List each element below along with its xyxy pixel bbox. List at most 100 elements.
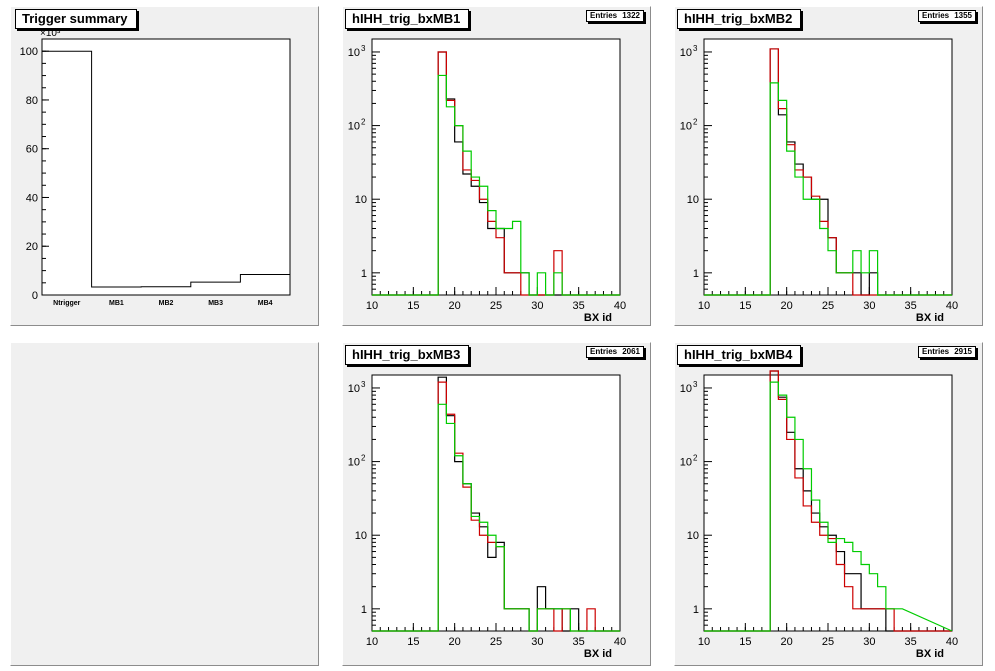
x-category-label: MB2 — [159, 300, 174, 307]
x-tick-label: 10 — [698, 636, 710, 648]
y-tick-label: 60 — [26, 144, 38, 156]
y-tick-label: 10 — [680, 121, 692, 133]
x-tick-label: 30 — [863, 300, 875, 312]
y-tick-label: 1 — [693, 604, 699, 616]
entries-label: Entries — [922, 347, 950, 356]
x-tick-label: 10 — [698, 300, 710, 312]
entries-label: Entries — [922, 11, 950, 20]
y-tick-exponent: 2 — [361, 118, 366, 127]
histogram-pad-mb4: 1 10 10 2 10 3 10 15 20 25 30 35 40 BX id hIHH_trig_b… — [674, 342, 983, 666]
histogram-title-mb4: hIHH_trig_bxMB4 — [677, 345, 802, 365]
x-tick-label: 25 — [822, 636, 834, 648]
stats-box-mb4: Entries 2915 — [918, 346, 976, 358]
x-tick-label: 35 — [905, 300, 917, 312]
x-tick-label: 30 — [531, 300, 543, 312]
x-axis-label: BX id — [584, 648, 612, 660]
y-tick-label: 1 — [361, 268, 367, 280]
y-tick-exponent: 3 — [693, 380, 698, 389]
x-axis-label: BX id — [584, 312, 612, 324]
y-tick-label: 10 — [348, 121, 360, 133]
y-tick-label: 10 — [348, 47, 360, 59]
x-axis-label: BX id — [916, 648, 944, 660]
y-tick-label: 10 — [348, 383, 360, 395]
y-tick-label: 10 — [680, 383, 692, 395]
y-tick-exponent: 3 — [361, 44, 366, 53]
x-tick-label: 40 — [614, 300, 626, 312]
stats-box-mb1: Entries 1322 — [586, 10, 644, 22]
y-tick-exponent: 2 — [693, 454, 698, 463]
y-tick-exponent: 2 — [693, 118, 698, 127]
entries-value: 1355 — [954, 11, 972, 20]
entries-value: 2061 — [622, 347, 640, 356]
histogram-title-mb3: hIHH_trig_bxMB3 — [345, 345, 470, 365]
x-tick-label: 20 — [781, 300, 793, 312]
stats-box-mb2: Entries 1355 — [918, 10, 976, 22]
histogram-pad-mb1: 1 10 10 2 10 3 10 15 20 25 30 35 40 BX id hIHH_trig_b… — [342, 6, 651, 326]
x-tick-label: 35 — [573, 300, 585, 312]
y-tick-label: 1 — [693, 268, 699, 280]
x-axis-label: BX id — [916, 312, 944, 324]
x-tick-label: 15 — [739, 300, 751, 312]
x-tick-label: 40 — [946, 636, 958, 648]
y-tick-label: 10 — [355, 530, 367, 542]
y-tick-label: 10 — [680, 47, 692, 59]
histogram-pad-mb2: 1 10 10 2 10 3 10 15 20 25 30 35 40 BX id hIHH_trig_b… — [674, 6, 983, 326]
series-line-red — [704, 48, 952, 296]
x-tick-label: 30 — [531, 636, 543, 648]
entries-label: Entries — [590, 347, 618, 356]
plot-frame — [703, 38, 953, 296]
x-tick-label: 25 — [822, 300, 834, 312]
x-tick-label: 20 — [449, 300, 461, 312]
y-tick-label: 10 — [355, 194, 367, 206]
x-tick-label: 15 — [739, 636, 751, 648]
bar-outline — [41, 50, 291, 295]
x-tick-label: 15 — [407, 300, 419, 312]
x-tick-label: 35 — [905, 636, 917, 648]
y-exponent-label: ×10³ — [40, 28, 61, 39]
y-tick-label: 1 — [361, 604, 367, 616]
x-tick-label: 20 — [781, 636, 793, 648]
x-tick-label: 25 — [490, 300, 502, 312]
x-tick-label: 20 — [449, 636, 461, 648]
y-tick-label: 10 — [680, 457, 692, 469]
x-tick-label: 30 — [863, 636, 875, 648]
summary-title: Trigger summary — [15, 9, 137, 29]
y-tick-exponent: 2 — [361, 454, 366, 463]
y-tick-label: 20 — [26, 241, 38, 253]
plot-frame — [371, 38, 621, 296]
entries-label: Entries — [590, 11, 618, 20]
y-tick-exponent: 3 — [693, 44, 698, 53]
x-tick-label: 10 — [366, 300, 378, 312]
y-tick-label: 10 — [348, 457, 360, 469]
histogram-title-mb2: hIHH_trig_bxMB2 — [677, 9, 802, 29]
y-tick-exponent: 3 — [361, 380, 366, 389]
x-category-label: Ntrigger — [53, 300, 81, 307]
y-tick-label: 10 — [687, 194, 699, 206]
series-line-green — [704, 82, 952, 296]
series-line-green — [372, 403, 620, 632]
histogram-title-mb1: hIHH_trig_bxMB1 — [345, 9, 470, 29]
y-tick-label: 80 — [26, 95, 38, 107]
y-tick-label: 10 — [687, 530, 699, 542]
entries-value: 2915 — [954, 347, 972, 356]
summary-pad: 0 20 40 60 80 100 ×10³ Ntrigger MB1 MB2 MB3 MB4 Tri… — [10, 6, 319, 326]
x-tick-label: 15 — [407, 636, 419, 648]
plot-frame — [371, 374, 621, 632]
x-category-label: MB3 — [208, 300, 223, 307]
plot-frame — [703, 374, 953, 632]
x-tick-label: 10 — [366, 636, 378, 648]
summary-plot: 0 20 40 60 80 100×10³ Ntrigger MB1 MB2 MB3 MB4 — [20, 28, 291, 307]
y-tick-label: 0 — [32, 290, 38, 302]
stats-box-mb3: Entries 2061 — [586, 346, 644, 358]
x-category-label: MB4 — [258, 300, 273, 307]
histogram-pad-mb3: 1 10 10 2 10 3 10 15 20 25 30 35 40 BX id hIHH_trig_b… — [342, 342, 651, 666]
empty-pad — [10, 342, 319, 666]
entries-value: 1322 — [622, 11, 640, 20]
series-line-black — [704, 48, 952, 296]
y-tick-label: 40 — [26, 192, 38, 204]
x-tick-label: 35 — [573, 636, 585, 648]
